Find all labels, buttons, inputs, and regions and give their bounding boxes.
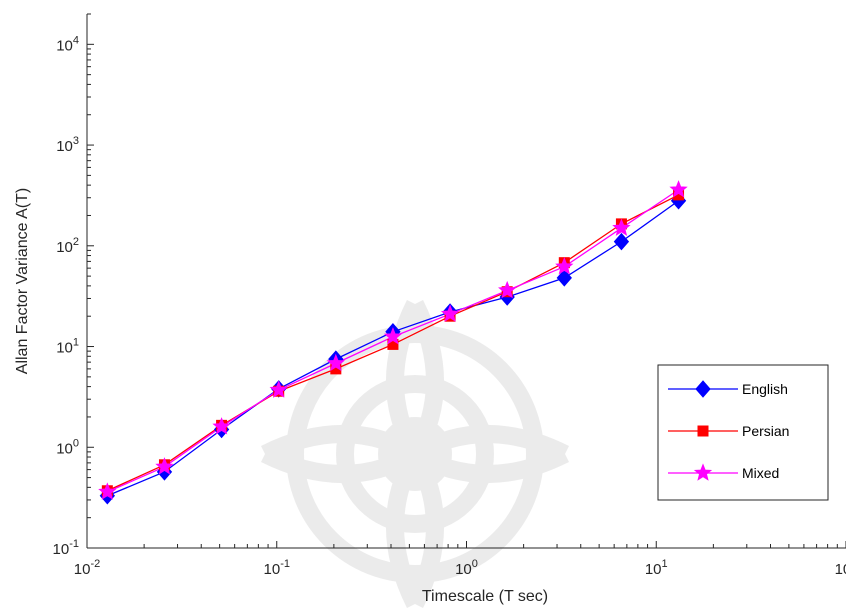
legend-marker-persian [697, 425, 709, 437]
y-tick-label: 104 [56, 34, 79, 54]
data-point-mixed [383, 327, 403, 345]
x-tick-label: 10-1 [264, 558, 290, 578]
x-tick-label: 10-2 [74, 558, 100, 578]
y-tick-label: 100 [56, 437, 79, 457]
x-tick-label: 102 [835, 558, 846, 578]
data-point-mixed [555, 257, 574, 275]
y-axis-label: Allan Factor Variance A(T) [14, 188, 31, 374]
data-point-english [613, 232, 630, 251]
data-point-mixed [440, 304, 460, 322]
legend-label-persian: Persian [742, 423, 789, 439]
legend-label-english: English [742, 381, 788, 397]
data-point-mixed [269, 380, 288, 398]
y-tick-label: 103 [56, 135, 79, 155]
x-tick-label: 100 [455, 558, 478, 578]
y-tick-label: 101 [56, 337, 79, 357]
data-point-mixed [612, 218, 631, 236]
legend-label-mixed: Mixed [742, 465, 779, 481]
data-point-mixed [669, 180, 688, 198]
data-point-persian [673, 189, 685, 201]
y-tick-label: 10-1 [53, 538, 79, 558]
data-point-mixed [326, 353, 345, 372]
legend-marker-mixed [693, 463, 713, 481]
data-point-mixed [498, 280, 517, 299]
data-point-persian [330, 363, 342, 375]
data-point-mixed [212, 417, 231, 435]
data-point-english [556, 269, 572, 287]
x-axis-label: Timescale (T sec) [422, 588, 548, 605]
legend: English Persian Mixed [657, 364, 829, 501]
legend-marker-english [695, 380, 711, 398]
data-point-mixed [155, 457, 174, 475]
data-point-persian [387, 338, 399, 350]
legend-box [657, 364, 829, 501]
x-tick-label: 101 [645, 558, 668, 578]
data-point-mixed [98, 482, 117, 500]
y-tick-label: 102 [56, 236, 79, 256]
